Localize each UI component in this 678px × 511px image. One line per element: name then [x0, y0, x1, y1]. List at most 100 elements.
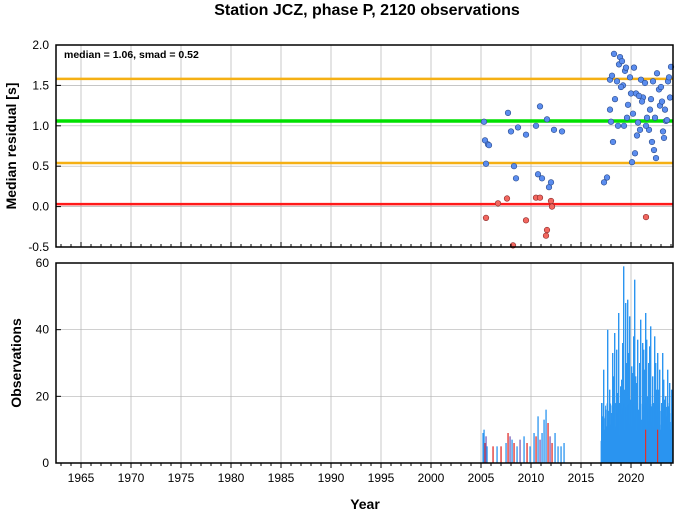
x-tick-label: 1965 — [68, 471, 95, 485]
residual-point-blue — [649, 78, 657, 85]
observations-y-tick-label: 40 — [36, 323, 50, 337]
residual-ticks: -0.5 0.0 0.5 1.0 1.5 2.0 — [28, 38, 672, 254]
residual-point-blue — [532, 122, 540, 129]
observation-bar — [511, 439, 513, 463]
observation-bar — [658, 389, 660, 463]
observations-y-tick-label: 20 — [36, 389, 50, 403]
observation-bar — [626, 363, 628, 463]
x-tick-label: 2020 — [618, 471, 645, 485]
observation-bar — [551, 443, 553, 463]
observation-bar — [669, 413, 671, 463]
observation-bar — [543, 419, 545, 463]
observation-bar — [650, 326, 652, 463]
observation-bar — [642, 419, 644, 463]
residual-point-red — [536, 194, 544, 201]
residual-point-blue — [611, 96, 619, 103]
residual-point-blue — [534, 171, 542, 178]
observation-bar — [644, 407, 646, 463]
residual-point-blue — [630, 64, 638, 71]
residual-point-red — [522, 217, 530, 224]
residual-point-blue — [512, 175, 520, 182]
observation-bar — [640, 403, 642, 463]
residual-point-red — [482, 214, 490, 222]
residual-point-blue — [661, 106, 669, 113]
observations-ticks: 1965 1970 1975 1980 1985 1990 1995 2000 2005 2010… — [36, 256, 672, 485]
observation-bar — [496, 446, 498, 463]
observation-bar — [507, 433, 509, 463]
residual-point-blue — [635, 92, 643, 100]
observation-bar — [620, 421, 622, 463]
residual-point-blue — [665, 74, 673, 81]
observation-bar — [513, 443, 515, 463]
observation-bar — [671, 404, 673, 463]
observation-bar — [484, 443, 486, 463]
observation-bar — [661, 411, 663, 463]
residual-point-blue — [613, 78, 621, 85]
observation-bar — [608, 411, 610, 463]
observation-bar — [560, 446, 562, 463]
observation-bar — [618, 313, 620, 463]
residual-point-red — [547, 197, 555, 205]
residual-point-blue — [536, 103, 544, 110]
observation-bar — [612, 353, 614, 463]
x-tick-label: 2015 — [568, 471, 595, 485]
residual-point-blue — [651, 114, 659, 121]
residual-point-blue — [550, 126, 558, 133]
observation-bar — [516, 446, 518, 463]
residual-y-tick-label: 2.0 — [32, 38, 49, 52]
residual-point-blue — [626, 74, 634, 81]
observation-bar-red — [645, 429, 647, 463]
residual-point-blue — [641, 79, 649, 87]
residual-point-red — [494, 200, 502, 207]
observation-bar — [523, 436, 525, 463]
residual-point-blue — [660, 134, 668, 142]
residual-point-blue — [650, 146, 658, 154]
observation-bar — [663, 379, 665, 463]
observations-y-label: Observations — [8, 318, 24, 408]
residual-point-blue — [482, 160, 490, 167]
observation-bar — [640, 319, 642, 463]
observation-bar — [545, 409, 547, 463]
residual-point-blue — [634, 119, 642, 126]
residual-point-blue — [504, 109, 512, 116]
observation-bar — [671, 434, 673, 463]
observations-y-tick-label: 60 — [36, 256, 50, 270]
observation-bar — [554, 433, 556, 463]
observations-frame — [55, 262, 674, 464]
observation-bar — [642, 343, 644, 463]
residual-y-tick-label: -0.5 — [28, 240, 49, 254]
residual-y-tick-label: 1.0 — [32, 119, 49, 133]
residual-point-blue — [652, 155, 660, 162]
observation-bar — [535, 436, 537, 463]
observation-bar — [622, 408, 624, 463]
observation-bar — [616, 349, 618, 463]
observation-bar — [526, 443, 528, 463]
observation-bar — [654, 336, 656, 463]
observation-bar — [625, 415, 627, 463]
residual-point-blue — [631, 150, 639, 157]
residual-points — [480, 50, 675, 249]
observation-bar — [627, 405, 629, 463]
residual-panel: -0.5 0.0 0.5 1.0 1.5 2.0 median = 1.06, smad … — [3, 38, 675, 254]
observation-bar — [643, 349, 645, 463]
observation-bar — [625, 303, 627, 463]
observation-bar — [492, 446, 494, 463]
residual-point-red — [543, 226, 551, 234]
observation-bar — [656, 416, 658, 463]
residual-point-blue — [622, 64, 630, 71]
residual-frame — [55, 44, 674, 248]
x-tick-label: 1975 — [168, 471, 195, 485]
observation-bar — [637, 339, 639, 463]
observation-bar — [563, 443, 565, 463]
residual-point-blue — [558, 128, 566, 135]
observation-bar — [529, 446, 531, 463]
residual-point-blue — [617, 83, 625, 91]
residual-point-blue — [647, 96, 655, 103]
residual-point-blue — [618, 58, 626, 65]
residual-point-blue — [629, 110, 637, 117]
residual-point-blue — [646, 106, 654, 113]
observation-bar — [645, 313, 647, 463]
residual-y-tick-label: 0.5 — [32, 159, 49, 173]
x-tick-label: 1995 — [368, 471, 395, 485]
observation-bar — [537, 416, 539, 463]
